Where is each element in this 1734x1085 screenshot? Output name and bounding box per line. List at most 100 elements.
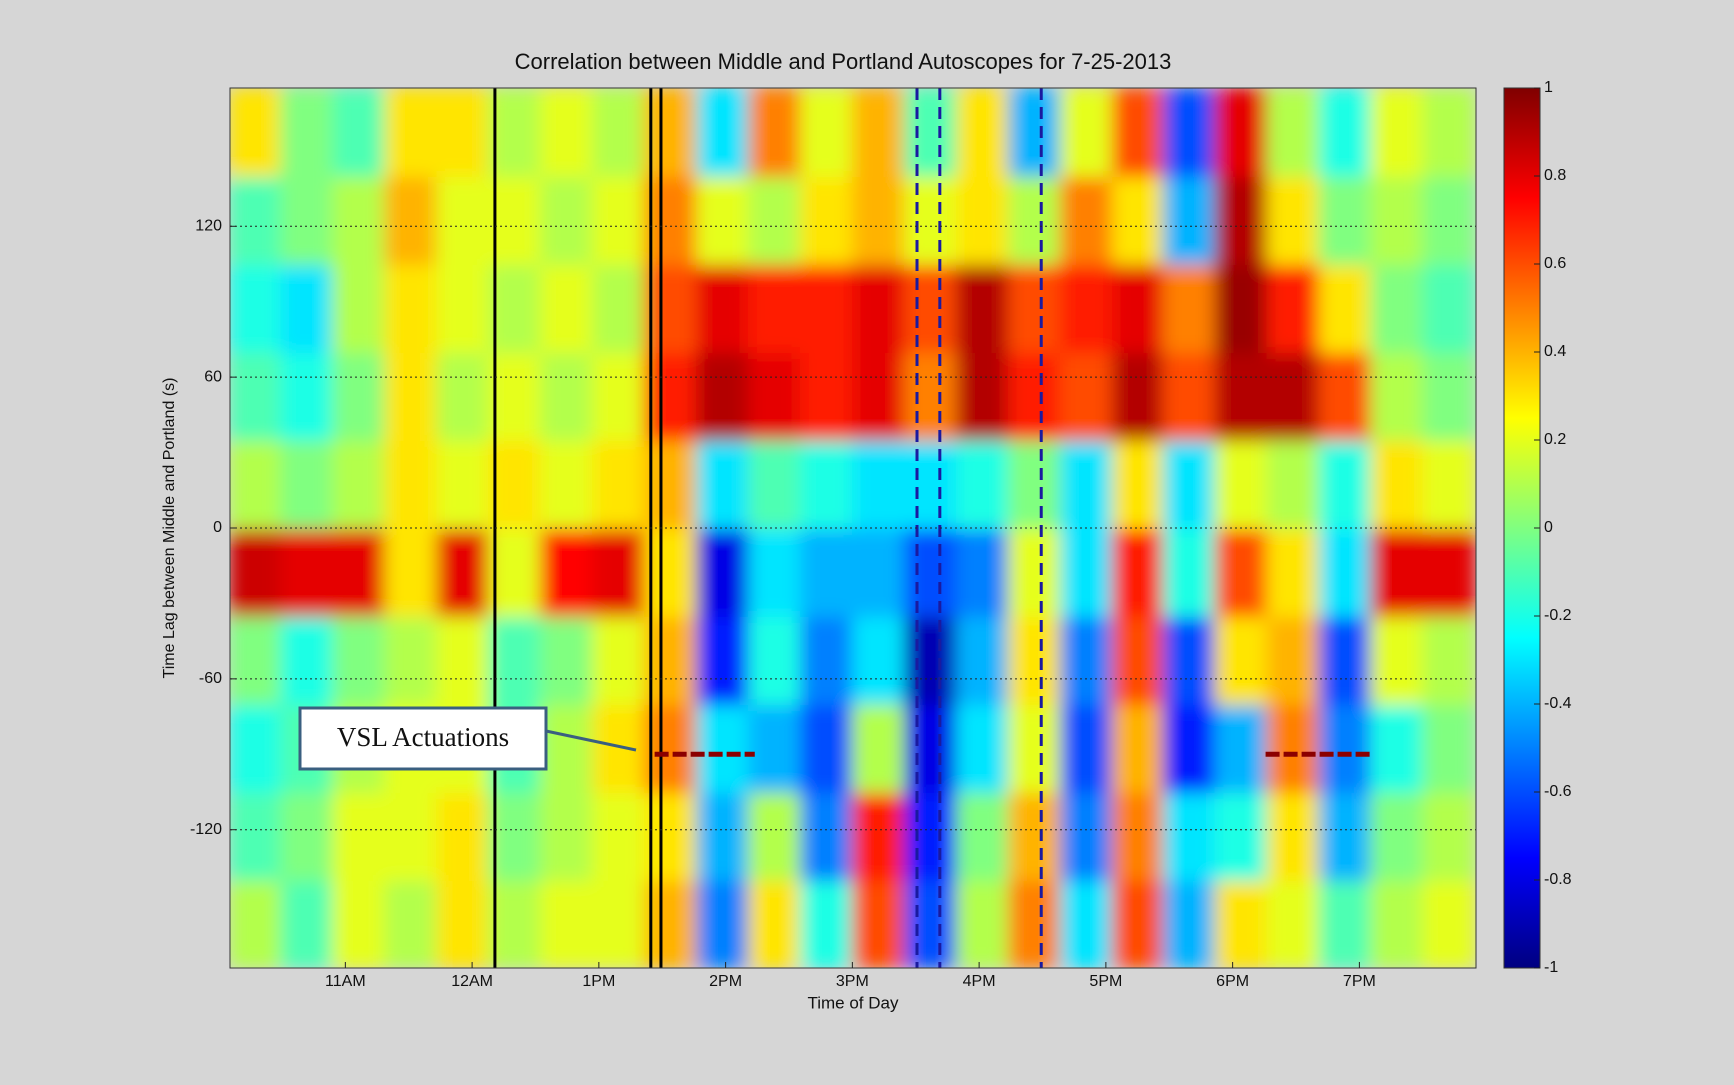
heatmap-cell (592, 703, 647, 793)
heatmap-cell (1059, 88, 1114, 177)
heatmap-cell (488, 351, 543, 441)
heatmap-cell (955, 703, 1010, 793)
heatmap-cell (592, 88, 647, 177)
heatmap-cell (1318, 527, 1373, 617)
heatmap-cell (1007, 703, 1062, 793)
heatmap-cell (280, 791, 335, 881)
heatmap-cell (852, 703, 906, 793)
heatmap-cell (852, 175, 906, 265)
heatmap-cell (903, 263, 958, 353)
chart-title: Correlation between Middle and Portland … (515, 49, 1172, 74)
heatmap-cell (800, 439, 854, 529)
heatmap-cell (332, 439, 387, 529)
heatmap-cell (1266, 527, 1321, 617)
heatmap-cell (436, 527, 491, 617)
heatmap-cell (592, 263, 647, 353)
heatmap-cell (1059, 527, 1114, 617)
heatmap-cell (696, 791, 751, 881)
colorbar-tick-label: -0.4 (1544, 695, 1572, 712)
heatmap-cell (644, 88, 699, 177)
heatmap-cell (903, 88, 958, 177)
heatmap-cell (800, 263, 854, 353)
heatmap-cell (230, 263, 283, 353)
heatmap-cell (1318, 439, 1373, 529)
heatmap-cell (230, 527, 283, 617)
y-tick-label: -120 (190, 821, 222, 838)
heatmap-cell (332, 263, 387, 353)
heatmap-cell (1266, 615, 1321, 705)
x-tick-label: 3PM (836, 973, 869, 990)
heatmap-cell (1007, 615, 1062, 705)
heatmap-cell (384, 527, 439, 617)
heatmap-cell (955, 351, 1010, 441)
heatmap-cell (1214, 88, 1269, 177)
heatmap-cell (1162, 615, 1217, 705)
heatmap-cell (488, 615, 543, 705)
heatmap-cell (280, 263, 335, 353)
heatmap-cell (436, 879, 491, 968)
heatmap-cell (1059, 791, 1114, 881)
heatmap-cell (748, 88, 803, 177)
heatmap-cell (903, 175, 958, 265)
heatmap-cell (280, 88, 335, 177)
heatmap-cell (1111, 879, 1166, 968)
heatmap-cell (230, 703, 283, 793)
heatmap-cell (1266, 439, 1321, 529)
heatmap-cell (1266, 791, 1321, 881)
heatmap-cell (230, 879, 283, 968)
heatmap-cell (748, 527, 803, 617)
colorbar-tick-label: 0.2 (1544, 431, 1566, 448)
colorbar-tick-label: -0.6 (1544, 783, 1572, 800)
heatmap-cell (1059, 615, 1114, 705)
heatmap-cell (696, 527, 751, 617)
heatmap-cell (1370, 791, 1425, 881)
x-tick-label: 7PM (1343, 973, 1376, 990)
heatmap-cell (436, 263, 491, 353)
heatmap-cell (852, 88, 906, 177)
heatmap-cell (696, 879, 751, 968)
heatmap-cell (644, 439, 699, 529)
heatmap-cell (800, 175, 854, 265)
heatmap-cell (1214, 703, 1269, 793)
heatmap-cell (384, 351, 439, 441)
callout-line (545, 729, 637, 752)
heatmap-cell (852, 351, 906, 441)
heatmap-cell (1214, 615, 1269, 705)
heatmap-cell (852, 791, 906, 881)
heatmap-cell (436, 791, 491, 881)
heatmap-cell (1422, 439, 1476, 529)
heatmap-cell (1370, 175, 1425, 265)
heatmap-cell (1059, 879, 1114, 968)
heatmap-cell (644, 703, 699, 793)
heatmap-cell (230, 351, 283, 441)
heatmap-cell (1214, 175, 1269, 265)
heatmap-cell (332, 791, 387, 881)
heatmap-cell (436, 351, 491, 441)
heatmap-cell (1214, 439, 1269, 529)
heatmap-cell (488, 263, 543, 353)
heatmap-cells (230, 88, 1476, 968)
heatmap-cell (436, 88, 491, 177)
heatmap-cell (540, 439, 595, 529)
heatmap-cell (384, 615, 439, 705)
heatmap-cell (955, 879, 1010, 968)
heatmap-cell (1007, 791, 1062, 881)
annotation: VSL Actuations (337, 722, 509, 752)
heatmap-cell (1318, 615, 1373, 705)
heatmap-cell (696, 615, 751, 705)
x-axis-label: Time of Day (807, 993, 899, 1012)
heatmap-cell (332, 175, 387, 265)
heatmap-cell (230, 88, 283, 177)
heatmap-cell (280, 879, 335, 968)
heatmap-cell (1266, 88, 1321, 177)
heatmap-cell (540, 88, 595, 177)
heatmap-cell (332, 351, 387, 441)
heatmap-cell (1422, 527, 1476, 617)
heatmap-cell (1422, 879, 1476, 968)
heatmap-cell (1266, 879, 1321, 968)
heatmap-cell (436, 615, 491, 705)
x-tick-label: 2PM (709, 973, 742, 990)
heatmap-cell (488, 879, 543, 968)
heatmap-cell (1111, 791, 1166, 881)
heatmap-cell (955, 88, 1010, 177)
